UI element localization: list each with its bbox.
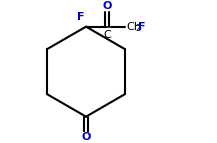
- Text: 2: 2: [135, 24, 141, 33]
- Text: O: O: [102, 1, 112, 11]
- Text: F: F: [138, 22, 145, 32]
- Text: C: C: [103, 30, 111, 40]
- Text: F: F: [77, 12, 84, 22]
- Text: O: O: [81, 132, 91, 142]
- Text: CH: CH: [127, 22, 143, 32]
